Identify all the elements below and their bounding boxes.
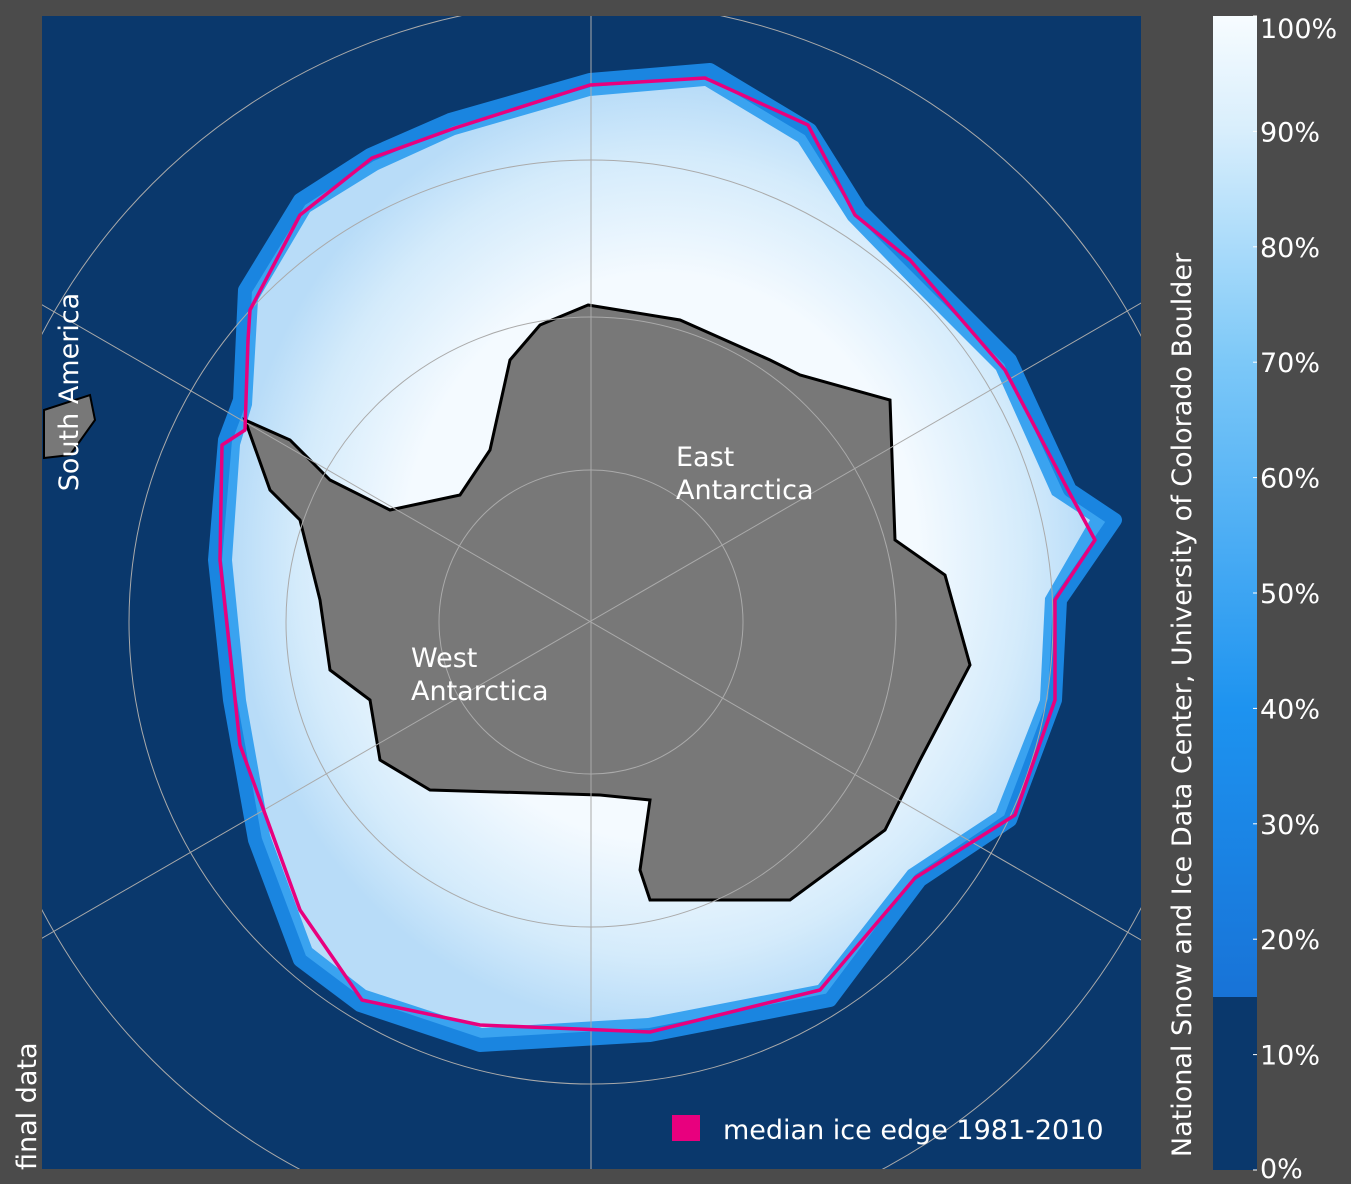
colorbar	[1213, 16, 1257, 1170]
colorbar-label: 0%	[1260, 1154, 1303, 1184]
median-ice-edge	[218, 76, 1097, 1034]
colorbar-label: 50%	[1260, 579, 1320, 610]
colorbar-label: 30%	[1260, 810, 1320, 841]
legend-swatch	[672, 1115, 700, 1141]
colorbar-label: 90%	[1260, 117, 1320, 148]
region-label: Antarctica	[411, 676, 549, 707]
status-label: final data	[12, 1042, 43, 1170]
colorbar-label: 10%	[1260, 1041, 1320, 1072]
region-label: East	[676, 442, 734, 473]
region-label: West	[411, 643, 477, 674]
legend-label: median ice edge 1981-2010	[723, 1115, 1104, 1146]
credit: National Snow and Ice Data Center, Unive…	[1167, 252, 1198, 1157]
colorbar-label: 20%	[1260, 925, 1320, 956]
colorbar-label: 60%	[1260, 464, 1320, 495]
region-label: South America	[54, 293, 85, 491]
colorbar-label: 100%	[1260, 14, 1337, 45]
region-label: Antarctica	[676, 475, 814, 506]
antarctica	[242, 303, 972, 902]
south-america	[43, 393, 97, 460]
colorbar-label: 70%	[1260, 348, 1320, 379]
colorbar-label: 80%	[1260, 233, 1320, 264]
colorbar-label: 40%	[1260, 694, 1320, 725]
